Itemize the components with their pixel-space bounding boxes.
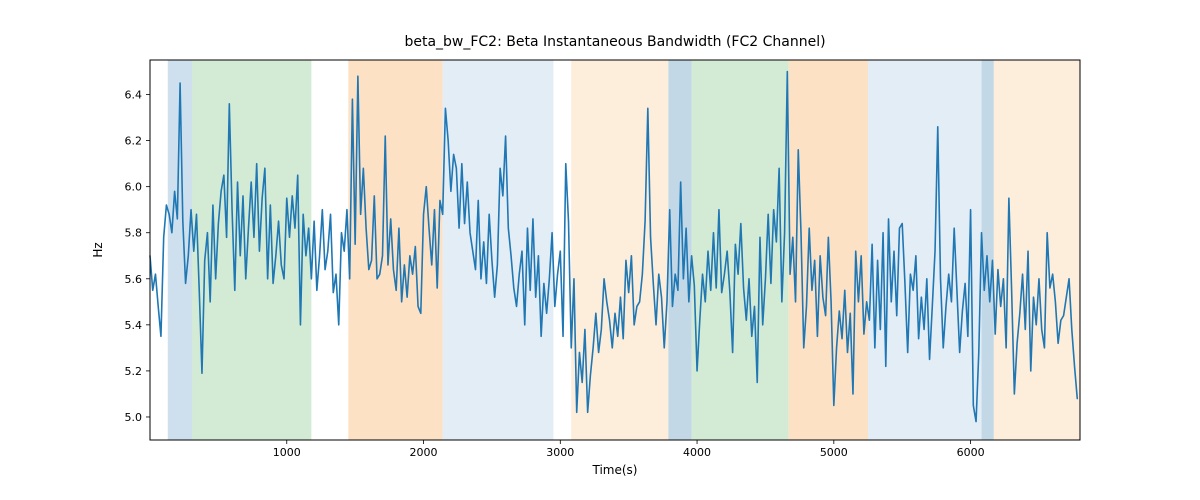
shaded-region: [982, 60, 994, 440]
ytick-label: 5.2: [125, 365, 143, 378]
x-axis-label: Time(s): [592, 463, 638, 477]
shaded-region: [994, 60, 1080, 440]
ytick-label: 6.0: [125, 181, 143, 194]
xtick-label: 4000: [683, 446, 711, 459]
shaded-region: [868, 60, 982, 440]
shaded-region: [192, 60, 311, 440]
ytick-label: 5.0: [125, 411, 143, 424]
ytick-label: 5.8: [125, 227, 143, 240]
xtick-label: 6000: [957, 446, 985, 459]
xtick-label: 1000: [273, 446, 301, 459]
y-axis-label: Hz: [91, 242, 105, 257]
chart-svg: 1000 2000 3000 4000 5000 6000 5.0 5.2 5.4 5.6 5.8 6…: [0, 0, 1200, 500]
chart-title: beta_bw_FC2: Beta Instantaneous Bandwidt…: [404, 34, 825, 50]
ytick-label: 6.4: [125, 89, 143, 102]
ytick-label: 5.4: [125, 319, 143, 332]
xtick-label: 2000: [410, 446, 438, 459]
shaded-region: [668, 60, 691, 440]
ytick-label: 6.2: [125, 135, 143, 148]
xtick-label: 3000: [546, 446, 574, 459]
ytick-label: 5.6: [125, 273, 143, 286]
shaded-region: [348, 60, 442, 440]
xtick-label: 5000: [820, 446, 848, 459]
shaded-region: [571, 60, 668, 440]
chart-container: 1000 2000 3000 4000 5000 6000 5.0 5.2 5.4 5.6 5.8 6…: [0, 0, 1200, 500]
